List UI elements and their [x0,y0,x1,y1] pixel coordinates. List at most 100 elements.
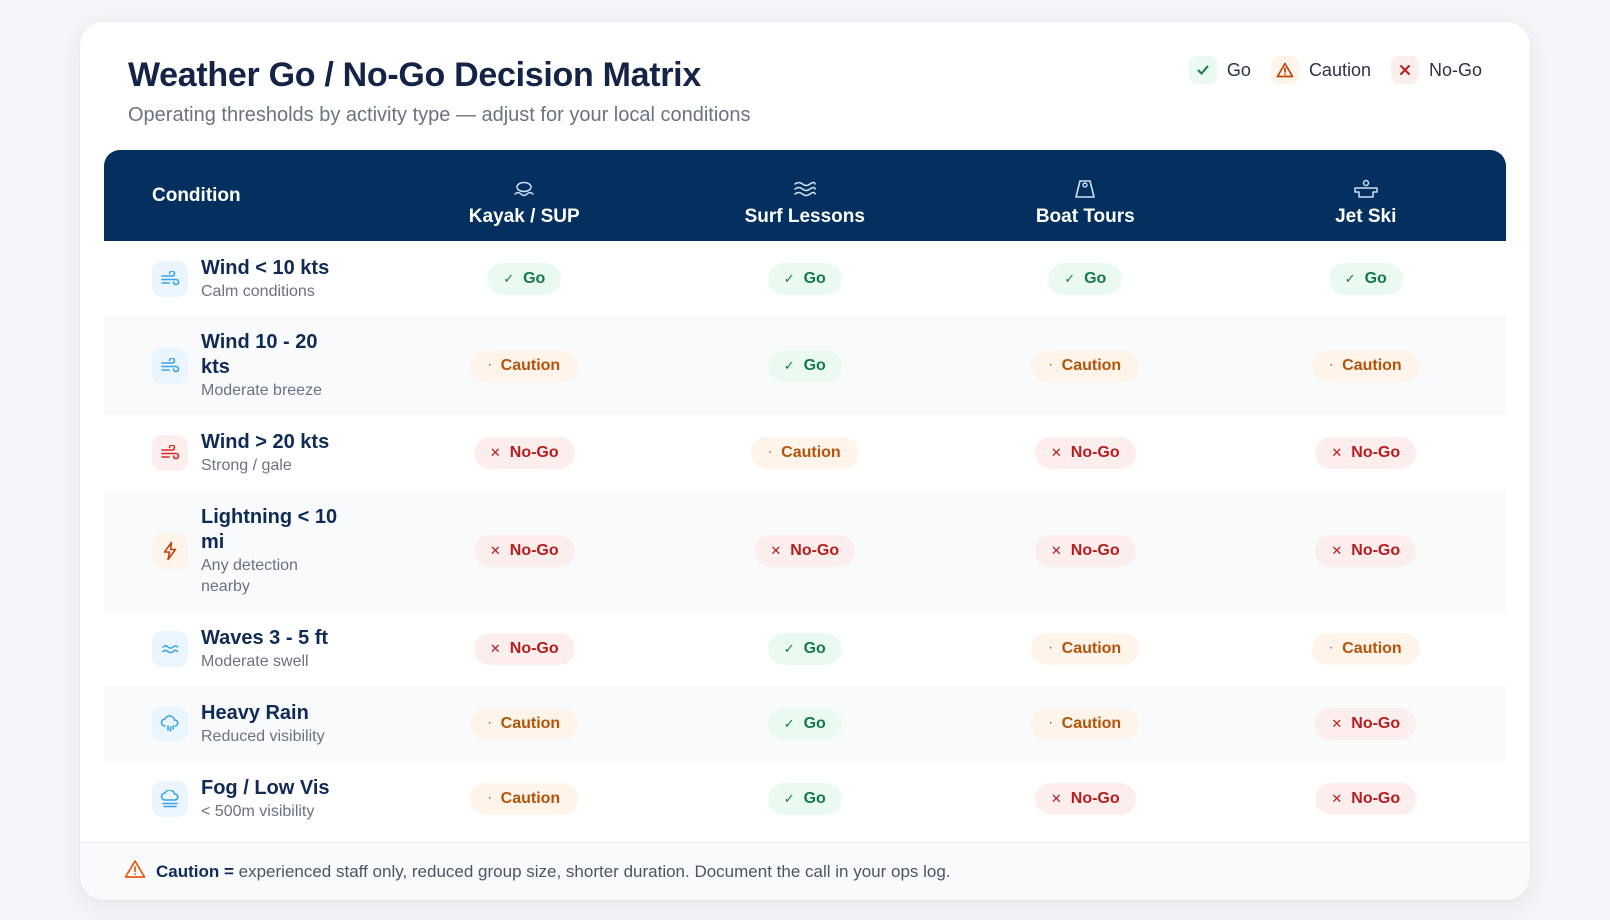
x-icon: ✕ [489,641,501,656]
check-icon: ✓ [783,716,795,731]
legend-label: Caution [1308,59,1371,80]
status-badge-go: ✓ Go [767,707,842,740]
status-badge-nogo: ✕ No-Go [1034,436,1136,469]
dot-icon: · [1049,717,1053,729]
condition-name: Heavy Rain [201,701,309,724]
condition-name: Wind 10 - 20 kts [201,331,318,378]
condition-cell: Wind > 20 kts Strong / gale [104,430,384,476]
x-icon: ✕ [1050,445,1062,460]
table-row: Heavy Rain Reduced visibility · Caution ✓… [104,686,1506,761]
x-icon: ✕ [1050,791,1062,806]
dot-icon: · [768,446,773,458]
condition-description: Strong / gale [201,456,292,474]
decision-matrix-card: Weather Go / No-Go Decision Matrix Opera… [80,22,1530,900]
x-icon: ✕ [1331,716,1343,731]
column-label: Surf Lessons [744,205,865,227]
table-row: Wind > 20 kts Strong / gale ✕ No-Go · Caut… [104,415,1506,490]
column-header-boat: Boat Tours [945,164,1226,228]
status-badge-nogo: ✕ No-Go [473,632,575,665]
waves-icon [793,178,817,200]
condition-name: Fog / Low Vis [201,776,330,799]
dot-icon: · [1329,642,1334,654]
dot-icon: · [488,792,492,804]
condition-cell: Waves 3 - 5 ft Moderate swell [104,626,384,672]
status-badge-nogo: ✕ No-Go [1315,534,1417,567]
status-badge-caution: · Caution [1311,632,1420,665]
condition-name: Lightning < 10 mi [201,505,338,553]
footer-text: Caution = experienced staff only, reduce… [156,862,951,882]
condition-description: Calm conditions [201,282,315,300]
column-header-condition: Condition [152,184,241,206]
rain-cloud-icon [152,705,188,742]
column-label: Kayak / SUP [468,205,580,227]
check-icon: ✓ [783,791,795,806]
condition-name: Waves 3 - 5 ft [201,626,329,649]
status-badge-caution: · Caution [750,436,859,469]
status-badge-go: ✓ Go [767,632,842,665]
status-badge-nogo: ✕ No-Go [1034,534,1136,567]
wind-icon [152,260,188,297]
status-badge-go: ✓ Go [767,262,842,295]
check-icon: ✓ [1344,271,1356,286]
page-subtitle: Operating thresholds by activity type — … [128,104,751,126]
condition-description: Any detection nearby [201,556,298,595]
check-icon: ✓ [503,271,515,286]
status-badge-caution: · Caution [470,707,579,740]
condition-description: < 500m visibility [201,802,315,820]
condition-name: Wind < 10 kts [201,256,330,279]
status-badge-nogo: ✕ No-Go [754,534,856,567]
legend: Go Caution No-Go [1188,56,1482,84]
x-icon: ✕ [1331,543,1343,558]
dot-icon: · [488,359,492,371]
x-icon: ✕ [1050,543,1062,558]
kayak-icon [513,178,535,200]
jet-ski-icon [1352,178,1380,200]
check-icon: ✓ [783,271,795,286]
status-badge-nogo: ✕ No-Go [1315,707,1417,740]
check-icon: ✓ [783,358,795,373]
status-badge-caution: · Caution [1031,349,1140,382]
boat-icon [1073,178,1097,200]
condition-description: Moderate breeze [201,382,322,399]
status-badge-go: ✓ Go [1048,262,1123,295]
status-badge-caution: · Caution [470,349,579,382]
footer-note: Caution = experienced staff only, reduce… [80,842,1530,900]
legend-item-nogo: No-Go [1390,56,1482,84]
status-badge-nogo: ✕ No-Go [1315,436,1417,469]
status-badge-go: ✓ Go [767,782,842,815]
column-label: Jet Ski [1335,205,1397,227]
table-row: Waves 3 - 5 ft Moderate swell ✕ No-Go ✓ Go… [104,611,1506,686]
dot-icon: · [1049,642,1053,654]
condition-cell: Fog / Low Vis < 500m visibility [104,776,384,822]
status-badge-caution: · Caution [1031,707,1140,740]
page-title: Weather Go / No-Go Decision Matrix [128,56,701,94]
fog-cloud-icon [152,780,188,817]
status-badge-caution: · Caution [470,782,579,815]
decision-table: Condition Kayak / SUP Surf Lessons Boat … [104,150,1506,836]
status-badge-caution: · Caution [1031,632,1140,665]
table-row: Lightning < 10 mi Any detection nearby ✕… [104,490,1506,611]
footer-bold: Caution = [156,861,234,881]
status-badge-go: ✓ Go [767,349,842,382]
waves-icon [152,630,188,667]
check-icon: ✓ [1064,271,1076,286]
x-icon: ✕ [489,543,501,558]
warning-triangle-icon [124,859,146,884]
condition-cell: Lightning < 10 mi Any detection nearby [104,505,384,597]
x-icon: ✕ [1331,445,1343,460]
footer-body: experienced staff only, reduced group si… [233,861,951,881]
table-header: Condition Kayak / SUP Surf Lessons Boat … [104,150,1506,241]
table-row: Wind 10 - 20 kts Moderate breeze · Cautio… [104,316,1506,415]
dot-icon: · [1049,359,1053,371]
condition-name: Wind > 20 kts [201,430,330,453]
condition-cell: Wind 10 - 20 kts Moderate breeze [104,330,384,401]
check-icon [1188,56,1217,84]
column-header-kayak: Kayak / SUP [384,164,665,228]
status-badge-nogo: ✕ No-Go [1315,782,1417,815]
x-icon: ✕ [1331,791,1343,806]
legend-label: No-Go [1428,59,1482,80]
x-icon [1390,56,1419,84]
legend-item-caution: Caution [1270,56,1371,84]
status-badge-nogo: ✕ No-Go [473,534,575,567]
condition-description: Moderate swell [201,652,309,670]
